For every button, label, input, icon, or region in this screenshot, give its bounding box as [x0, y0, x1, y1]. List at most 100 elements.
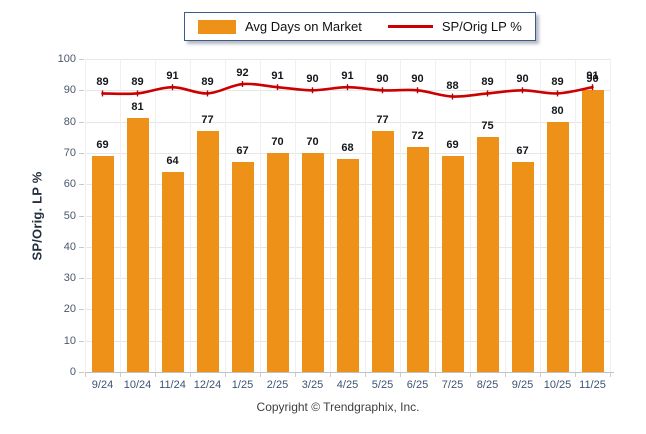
line-value-label: 91: [166, 70, 179, 83]
y-tick-mark: [79, 309, 84, 311]
y-tick-mark: [79, 184, 84, 186]
x-axis-line: [85, 372, 614, 373]
line-value-label: 91: [341, 70, 354, 83]
bar: [266, 152, 289, 372]
bar: [336, 159, 359, 372]
line-value-label: 91: [271, 70, 284, 83]
x-tick-mark: [470, 373, 471, 377]
v-gridline: [435, 59, 436, 372]
x-tick-label: 7/25: [441, 379, 464, 391]
x-tick-label: 11/25: [579, 379, 606, 391]
x-tick-mark: [365, 373, 366, 377]
x-tick-label: 4/25: [336, 379, 359, 391]
x-tick-label: 10/25: [543, 379, 572, 391]
v-gridline: [575, 59, 576, 372]
v-gridline: [470, 59, 471, 372]
x-tick-label: 10/24: [123, 379, 152, 391]
bar: [546, 121, 569, 372]
x-tick-mark: [540, 373, 541, 377]
y-tick-label: 10: [63, 334, 76, 347]
x-tick-mark: [295, 373, 296, 377]
x-tick-mark: [435, 373, 436, 377]
line-legend-swatch-icon: [387, 25, 433, 28]
y-tick-label: 60: [63, 178, 76, 191]
v-gridline: [120, 59, 121, 372]
y-tick-label: 40: [63, 240, 76, 253]
x-tick-label: 9/24: [91, 379, 114, 391]
v-gridline: [610, 59, 611, 372]
x-tick-label: 3/25: [301, 379, 324, 391]
y-tick-mark: [79, 278, 84, 280]
y-tick-label: 80: [63, 115, 76, 128]
y-tick-mark: [79, 90, 84, 92]
v-gridline: [330, 59, 331, 372]
copyright: Copyright © Trendgraphix, Inc.: [256, 400, 420, 414]
bar-value-label: 68: [341, 142, 354, 155]
y-tick-mark: [79, 372, 84, 373]
y-tick-mark: [79, 121, 84, 123]
line-value-label: 89: [131, 76, 144, 89]
bar: [126, 118, 149, 372]
legend: Avg Days on Market SP/Orig LP %: [184, 12, 536, 41]
x-tick-label: 2/25: [266, 379, 289, 391]
v-gridline: [85, 59, 86, 372]
bar-value-label: 72: [411, 129, 424, 142]
y-tick-mark: [79, 152, 84, 154]
bar-value-label: 69: [96, 139, 109, 152]
x-tick-label: 9/25: [511, 379, 534, 391]
x-tick-label: 11/24: [159, 379, 186, 391]
y-tick-label: 20: [63, 303, 76, 316]
bar-value-label: 69: [446, 139, 459, 152]
bar-value-label: 70: [271, 135, 284, 148]
v-gridline: [155, 59, 156, 372]
x-tick-label: 6/25: [406, 379, 429, 391]
v-gridline: [540, 59, 541, 372]
bar-value-label: 67: [236, 145, 249, 158]
x-tick-label: 1/25: [231, 379, 254, 391]
x-tick-label: 8/25: [476, 379, 499, 391]
bar-value-label: 80: [551, 104, 564, 117]
h-gridline: [85, 90, 610, 92]
bar: [91, 156, 114, 372]
line-value-label: 89: [481, 76, 494, 89]
y-tick-label: 0: [69, 366, 76, 378]
v-gridline: [400, 59, 401, 372]
x-tick-mark: [330, 373, 331, 377]
x-tick-mark: [400, 373, 401, 377]
y-tick-mark: [79, 59, 84, 60]
x-tick-mark: [575, 373, 576, 377]
x-tick-mark: [120, 373, 121, 377]
line-legend-label: SP/Orig LP %: [441, 19, 522, 34]
line-value-label: 89: [96, 76, 109, 89]
y-tick-mark: [79, 215, 84, 217]
y-tick-label: 30: [63, 272, 76, 285]
line-value-label: 89: [201, 76, 214, 89]
bar-value-label: 90: [586, 73, 599, 86]
x-tick-mark: [85, 373, 86, 377]
x-tick-mark: [155, 373, 156, 377]
bar: [231, 162, 254, 372]
bar-value-label: 64: [166, 154, 179, 167]
line-value-label: 92: [236, 67, 249, 80]
y-tick-mark: [79, 246, 84, 248]
bar: [476, 137, 499, 372]
line-value-label: 91: [586, 70, 599, 83]
bar-legend-swatch-icon: [198, 19, 236, 34]
bar-value-label: 81: [131, 101, 144, 114]
bar: [406, 146, 429, 372]
v-gridline: [505, 59, 506, 372]
x-tick-mark: [190, 373, 191, 377]
x-tick-mark: [225, 373, 226, 377]
h-gridline: [85, 121, 610, 123]
y-tick-label: 50: [63, 209, 76, 222]
line-value-label: 89: [551, 76, 564, 89]
bar-value-label: 77: [376, 113, 389, 126]
x-tick-label: 12/24: [193, 379, 222, 391]
bar: [511, 162, 534, 372]
bar-legend-label: Avg Days on Market: [245, 19, 362, 34]
line-value-label: 88: [446, 79, 459, 92]
y-tick-mark: [79, 340, 84, 342]
